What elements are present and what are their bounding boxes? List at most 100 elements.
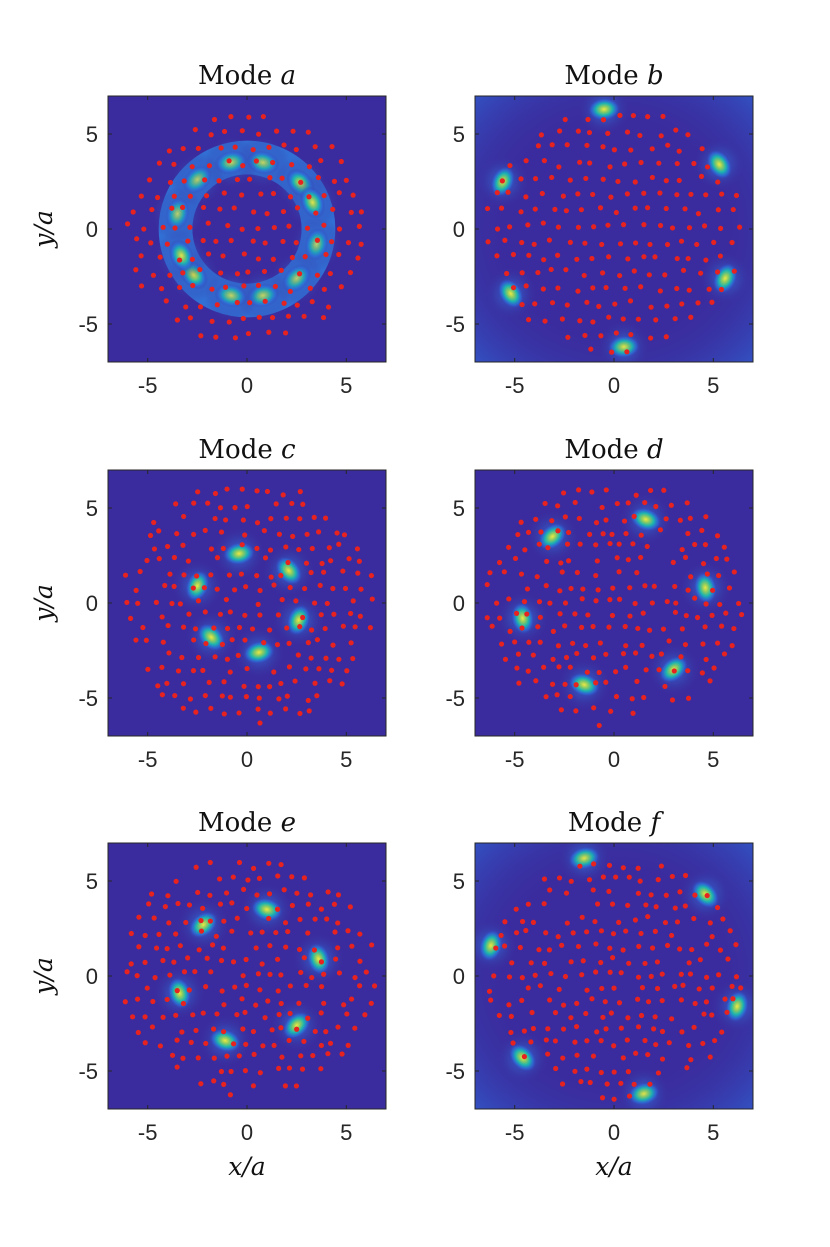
scatterer-dot xyxy=(180,705,186,711)
scatterer-dot xyxy=(730,996,736,1002)
scatterer-dot xyxy=(286,640,292,646)
scatterer-dot xyxy=(275,873,281,879)
scatterer-dot xyxy=(240,315,246,322)
scatterer-dot xyxy=(632,600,638,607)
scatterer-dot xyxy=(670,559,676,565)
scatterer-dot xyxy=(568,959,574,965)
scatterer-dot xyxy=(620,222,627,228)
scatterer-dot xyxy=(293,240,299,246)
scatterer-dot xyxy=(138,253,144,259)
scatterer-dot xyxy=(269,314,276,321)
scatterer-dot xyxy=(159,614,165,620)
scatterer-dot xyxy=(611,985,617,991)
scatterer-dot xyxy=(623,928,629,934)
scatterer-dot xyxy=(731,569,737,575)
scatterer-dot xyxy=(696,986,702,992)
scatterer-dot xyxy=(632,917,639,923)
scatterer-dot xyxy=(579,972,585,978)
scatterer-dot xyxy=(603,487,609,493)
scatterer-dot xyxy=(251,1051,257,1057)
scatterer-dot xyxy=(217,611,224,617)
panel-title: Mode a xyxy=(198,61,296,91)
scatterer-dot xyxy=(195,145,201,152)
scatterer-dot xyxy=(280,238,286,245)
x-tick-label: 5 xyxy=(707,1120,719,1145)
scatterer-dot xyxy=(576,515,582,522)
scatterer-dot xyxy=(164,996,170,1003)
scatterer-dot xyxy=(142,1040,148,1046)
scatterer-dot xyxy=(352,624,358,630)
scatterer-dot xyxy=(603,284,609,291)
scatterer-dot xyxy=(348,996,355,1002)
field-hotspot xyxy=(188,910,219,939)
scatterer-dot xyxy=(149,206,155,213)
scatterer-dot xyxy=(253,158,259,164)
scatterer-dot xyxy=(611,1069,617,1075)
x-tick-label: -5 xyxy=(138,1120,158,1145)
scatterer-dot xyxy=(306,708,312,714)
scatterer-dot xyxy=(232,984,238,990)
scatterer-dot xyxy=(541,876,548,882)
scatterer-dot xyxy=(657,288,663,294)
scatterer-dot xyxy=(260,1043,266,1049)
scatterer-dot xyxy=(155,683,161,689)
scatterer-dot xyxy=(514,665,520,671)
scatterer-dot xyxy=(502,943,508,949)
scatterer-dot xyxy=(226,572,232,578)
scatterer-dot xyxy=(362,1012,368,1018)
scatterer-dot xyxy=(498,641,505,647)
scatterer-dot xyxy=(133,587,139,593)
scatterer-dot xyxy=(314,272,321,278)
scatterer-dot xyxy=(164,946,170,952)
scatterer-dot xyxy=(578,624,585,630)
scatterer-dot xyxy=(234,271,241,277)
scatterer-dot xyxy=(729,239,735,246)
scatterer-dot xyxy=(207,918,213,924)
scatterer-dot xyxy=(309,974,315,981)
scatterer-dot xyxy=(699,670,705,676)
scatterer-dot xyxy=(272,283,278,290)
scatterer-dot xyxy=(622,161,628,167)
scatterer-dot xyxy=(254,573,260,579)
scatterer-dot xyxy=(318,612,324,618)
scatterer-dot xyxy=(287,584,293,591)
scatterer-dot xyxy=(198,917,204,924)
scatterer-dot xyxy=(623,664,629,670)
scatterer-dot xyxy=(226,319,232,325)
scatterer-dot xyxy=(209,318,215,324)
scatterer-dot xyxy=(185,238,191,244)
scatterer-dot xyxy=(267,175,273,181)
scatterer-dot xyxy=(680,982,686,988)
scatterer-dot xyxy=(703,514,709,520)
scatterer-dot xyxy=(203,640,209,647)
scatterer-dot xyxy=(306,164,312,170)
scatterer-dot xyxy=(703,257,709,263)
scatterer-dot xyxy=(175,668,182,674)
scatterer-dot xyxy=(583,1010,589,1017)
scatterer-dot xyxy=(684,500,690,506)
scatterer-dot xyxy=(208,705,214,711)
scatterer-dot xyxy=(290,533,296,539)
scatterer-dot xyxy=(267,627,273,633)
scatterer-dot xyxy=(620,651,627,657)
scatterer-dot xyxy=(677,889,683,895)
scatterer-dot xyxy=(642,499,648,506)
scatterer-dot xyxy=(555,528,561,534)
scatterer-dot xyxy=(603,651,609,657)
scatterer-dot xyxy=(631,268,637,274)
scatterer-dot xyxy=(617,241,624,247)
scatterer-dot xyxy=(286,664,293,670)
scatterer-dot xyxy=(330,642,336,648)
scatterer-dot xyxy=(245,877,251,883)
scatterer-dot xyxy=(562,514,568,520)
scatterer-dot xyxy=(559,942,565,948)
scatterer-dot xyxy=(341,1002,347,1008)
scatterer-dot xyxy=(350,655,356,662)
scatterer-dot xyxy=(562,973,569,980)
scatterer-dot xyxy=(565,334,571,340)
scatterer-dot xyxy=(127,615,134,621)
scatterer-dot xyxy=(347,904,353,910)
scatterer-dot xyxy=(171,161,177,167)
scatterer-dot xyxy=(266,329,272,335)
scatterer-dot xyxy=(348,640,354,646)
